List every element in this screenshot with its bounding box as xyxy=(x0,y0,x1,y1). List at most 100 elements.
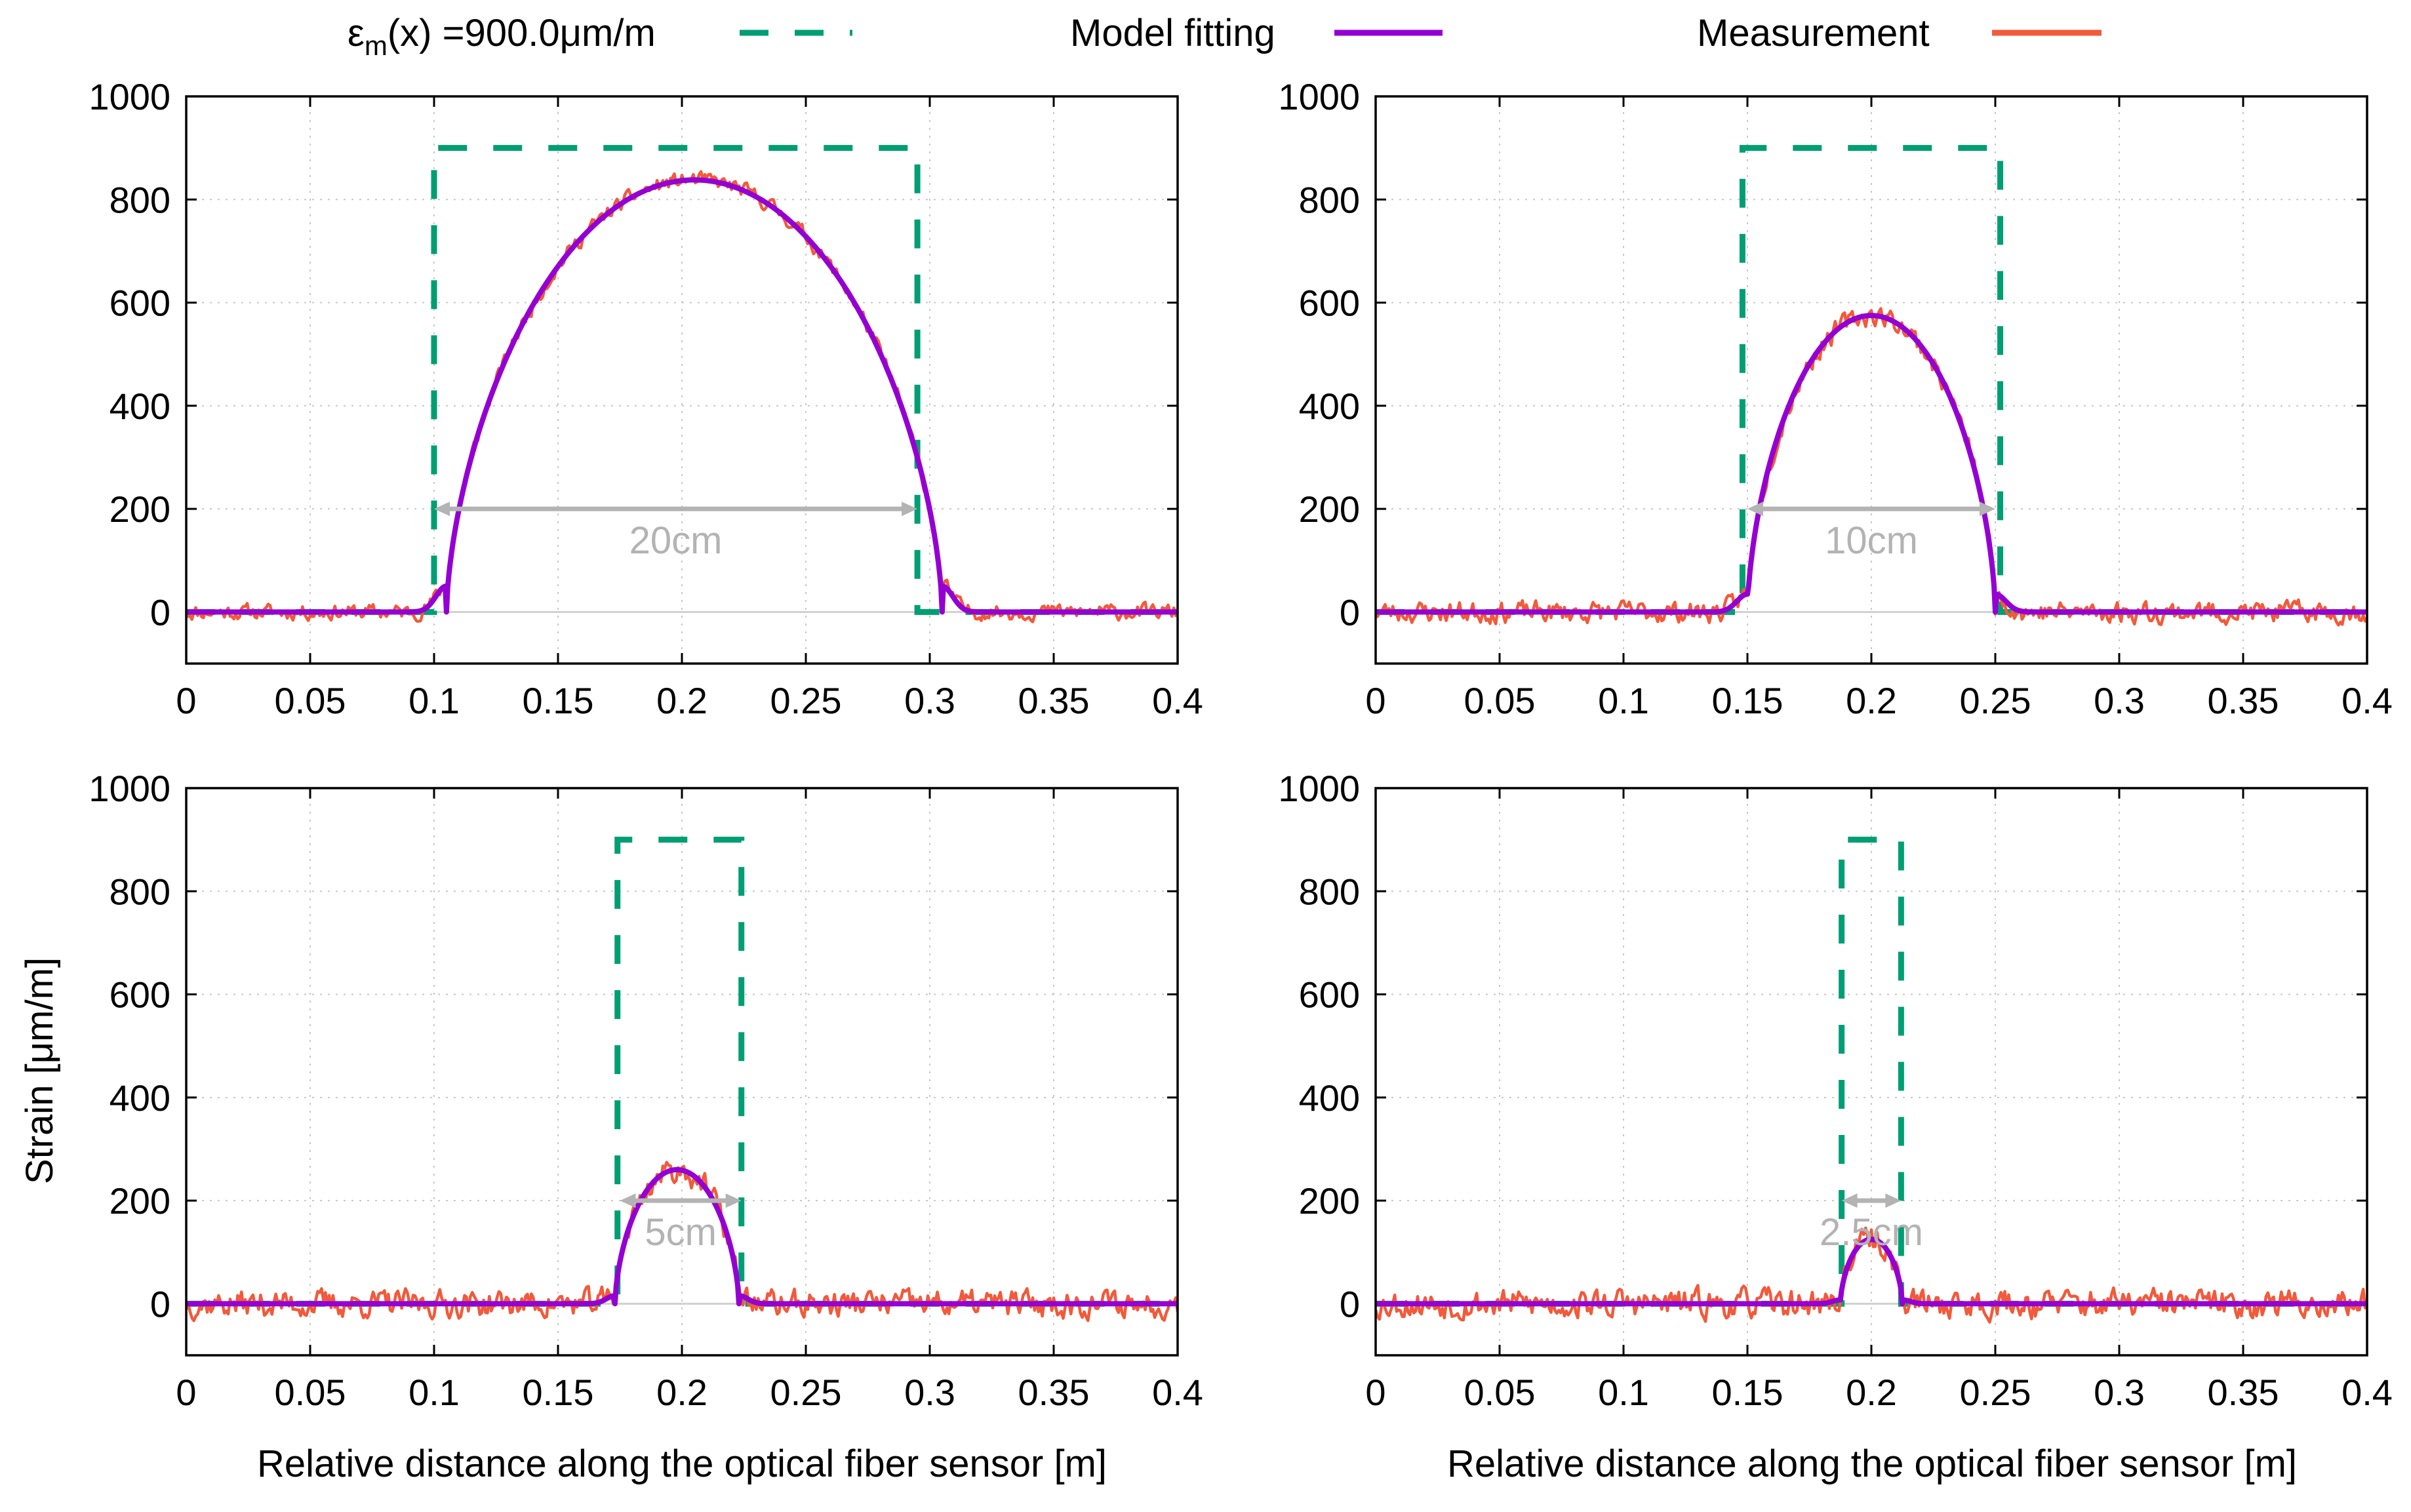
plot-area xyxy=(1376,145,2367,627)
plot-area xyxy=(1376,837,2367,1324)
legend-imposed-label: εm(x) =900.0μm/m xyxy=(348,12,656,61)
y-tick-label: 200 xyxy=(110,1180,170,1222)
annotation-arrowhead-left xyxy=(434,502,450,517)
x-tick-label: 0.4 xyxy=(1152,1372,1203,1413)
annotation-label: 2.5cm xyxy=(1820,1211,1923,1254)
series-measurement xyxy=(1376,1226,2367,1324)
annotation-arrowhead-right xyxy=(725,1193,742,1208)
y-tick-label: 0 xyxy=(150,591,170,633)
x-tick-label: 0 xyxy=(176,680,196,721)
x-tick-label: 0.2 xyxy=(656,1372,707,1413)
series-model-fitting xyxy=(1376,1237,2367,1307)
panel-bottom-right: 0 0.05 0.1 0.15 0.2 0.25 0.3 0.35 0.4 0 200 400 600 8… xyxy=(1278,768,2393,1413)
y-tick-label: 400 xyxy=(110,1077,170,1119)
width-annotation: 20cm xyxy=(434,502,918,562)
x-tick-label: 0 xyxy=(1365,680,1385,721)
annotation-label: 5cm xyxy=(645,1211,717,1254)
annotation-arrowhead-left xyxy=(1747,502,1763,517)
x-tick-label: 0 xyxy=(1365,1372,1385,1413)
annotation-arrowhead-right xyxy=(902,502,918,517)
x-tick-label: 0.1 xyxy=(1598,680,1649,721)
x-tick-label: 0.1 xyxy=(1598,1372,1649,1413)
y-axis-title: Strain [μm/m] xyxy=(18,957,61,1184)
annotation-arrowhead-left xyxy=(620,1193,636,1208)
y-tick-label: 400 xyxy=(1299,1077,1360,1119)
plot-frame xyxy=(185,95,1179,665)
grid xyxy=(1376,788,2367,1355)
width-annotation: 5cm xyxy=(620,1193,742,1254)
y-tick-label: 0 xyxy=(1340,591,1360,633)
y-tick-label: 0 xyxy=(150,1283,170,1324)
annotation-arrowhead-left xyxy=(1841,1193,1858,1208)
x-tick-label: 0.3 xyxy=(2094,680,2145,721)
x-tick-label: 0.05 xyxy=(275,680,346,721)
x-tick-label: 0.35 xyxy=(1018,680,1090,721)
annotation-label: 20cm xyxy=(629,519,723,562)
x-tick-label: 0.25 xyxy=(770,680,842,721)
legend-measurement-label: Measurement xyxy=(1697,12,1930,54)
x-tick-label: 0.15 xyxy=(1712,1372,1783,1413)
y-tick-label: 800 xyxy=(1299,871,1360,912)
width-annotation: 2.5cm xyxy=(1820,1193,1923,1254)
panel-top-right: 0 0.05 0.1 0.15 0.2 0.25 0.3 0.35 0.4 0 200 400 600 8… xyxy=(1278,76,2393,721)
panel-top-left: 0 0.05 0.1 0.15 0.2 0.25 0.3 0.35 0.4 0 200 400 600 8… xyxy=(89,76,1203,721)
panel-bottom-left: 0 0.05 0.1 0.15 0.2 0.25 0.3 0.35 0.4 0 200 400 600 8… xyxy=(89,768,1203,1413)
series-model-fitting xyxy=(186,1166,1178,1307)
x-axis-title-left: Relative distance along the optical fibe… xyxy=(257,1442,1107,1485)
y-tick-label: 0 xyxy=(1340,1283,1360,1324)
legend-model-label: Model fitting xyxy=(1070,12,1275,54)
series-model-fitting xyxy=(1376,313,2367,615)
x-tick-label: 0.3 xyxy=(2094,1372,2145,1413)
annotation-arrowhead-right xyxy=(1980,502,1995,517)
grid xyxy=(1376,96,2367,664)
x-tick-label: 0.25 xyxy=(770,1372,842,1413)
x-tick-label: 0.4 xyxy=(2341,1372,2393,1413)
x-tick-label: 0.15 xyxy=(523,680,594,721)
y-tick-label: 600 xyxy=(1299,974,1360,1016)
x-tick-label: 0.4 xyxy=(2341,680,2393,721)
x-tick-label: 0 xyxy=(176,1372,196,1413)
x-tick-label: 0.4 xyxy=(1152,680,1203,721)
ticks: 0 0.05 0.1 0.15 0.2 0.25 0.3 0.35 0.4 0 200 400 600 8… xyxy=(1278,76,2393,721)
x-tick-label: 0.05 xyxy=(275,1372,346,1413)
x-tick-label: 0.3 xyxy=(904,1372,955,1413)
x-tick-label: 0.05 xyxy=(1464,680,1536,721)
y-tick-label: 200 xyxy=(110,488,170,530)
y-tick-label: 200 xyxy=(1299,1180,1360,1222)
x-tick-label: 0.3 xyxy=(904,680,955,721)
y-tick-label: 800 xyxy=(110,871,170,912)
x-tick-label: 0.35 xyxy=(2208,680,2279,721)
y-tick-label: 1000 xyxy=(1278,768,1360,809)
y-tick-label: 200 xyxy=(1299,488,1360,530)
series-imposed-strain xyxy=(186,145,1178,615)
y-tick-label: 1000 xyxy=(1278,76,1360,117)
x-axis-title-right: Relative distance along the optical fibe… xyxy=(1447,1442,2297,1485)
x-tick-label: 0.35 xyxy=(2208,1372,2279,1413)
plot-frame xyxy=(1374,787,2368,1357)
series-measurement xyxy=(186,170,1178,624)
y-tick-label: 1000 xyxy=(89,768,170,809)
y-tick-label: 800 xyxy=(110,179,170,220)
x-tick-label: 0.25 xyxy=(1960,1372,2031,1413)
y-tick-label: 800 xyxy=(1299,179,1360,220)
legend: εm(x) =900.0μm/m Model fitting Measureme… xyxy=(348,12,2102,61)
y-tick-label: 1000 xyxy=(89,76,170,117)
x-tick-label: 0.15 xyxy=(523,1372,594,1413)
x-tick-label: 0.35 xyxy=(1018,1372,1090,1413)
plot-frame xyxy=(185,787,1179,1357)
x-tick-label: 0.15 xyxy=(1712,680,1783,721)
annotation-arrowhead-right xyxy=(1885,1193,1902,1208)
y-tick-label: 400 xyxy=(1299,386,1360,427)
y-tick-label: 600 xyxy=(110,974,170,1016)
y-tick-label: 600 xyxy=(1299,283,1360,324)
x-tick-label: 0.2 xyxy=(656,680,707,721)
x-tick-label: 0.1 xyxy=(408,1372,460,1413)
series-model-fitting xyxy=(186,177,1178,615)
annotation-label: 10cm xyxy=(1825,519,1918,562)
grid xyxy=(186,788,1178,1355)
plot-area xyxy=(186,837,1178,1323)
x-tick-label: 0.25 xyxy=(1960,680,2031,721)
x-tick-label: 0.05 xyxy=(1464,1372,1536,1413)
y-tick-label: 400 xyxy=(110,386,170,427)
y-tick-label: 600 xyxy=(110,283,170,324)
